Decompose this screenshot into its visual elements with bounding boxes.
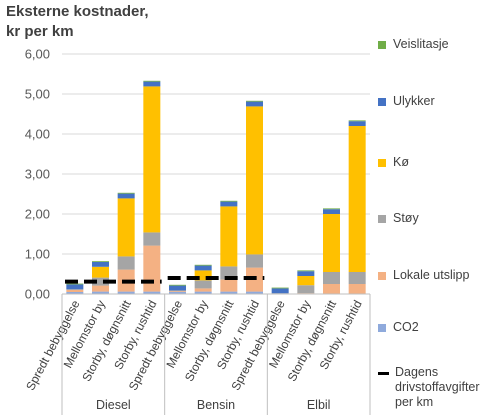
bar-segment-støy (92, 277, 109, 286)
legend-swatch (378, 159, 386, 167)
bar-segment-lokale-utslipp (323, 284, 340, 294)
legend-item: Kø (378, 155, 409, 170)
bar-segment-co2 (169, 292, 186, 294)
bar-segment-veislitasje (66, 283, 84, 285)
legend-item: CO2 (378, 320, 419, 335)
bar-segment-ulykker (220, 201, 238, 207)
bar-segment-ulykker (194, 265, 212, 271)
bar-segment-ulykker (92, 262, 109, 267)
bar-segment-støy (246, 254, 263, 268)
bar-segment-kø (220, 206, 238, 267)
bar-segment-ulykker (117, 193, 135, 199)
bar-segment-kø (143, 86, 161, 233)
bar-segment-veislitasje (271, 287, 289, 289)
bar-segment-ulykker (297, 271, 315, 276)
y-tick-label: 2,00 (25, 207, 50, 222)
bar-segment-støy (169, 290, 186, 292)
bar-segment-veislitasje (323, 208, 340, 210)
bar-segment-co2 (117, 291, 135, 294)
bar-segment-veislitasje (194, 264, 212, 266)
chart-title: Eksterne kostnader, kr per km (6, 2, 206, 42)
y-tick-label: 0,00 (25, 287, 50, 302)
y-tick-label: 6,00 (25, 47, 50, 62)
bar-segment-lokale-utslipp (194, 288, 212, 292)
legend-item: Veislitasje (378, 37, 449, 52)
chart-title-line-1: Eksterne kostnader, (6, 3, 149, 20)
bar-segment-co2 (220, 291, 238, 294)
bar-segment-kø (117, 198, 135, 257)
bar-segment-ulykker (143, 81, 161, 87)
bar-segment-co2 (246, 291, 263, 294)
bar-segment-lokale-utslipp (92, 285, 109, 292)
y-tick-label: 4,00 (25, 127, 50, 142)
bar-segment-ulykker (246, 101, 263, 107)
group-label: Diesel (96, 398, 131, 412)
bar-segment-lokale-utslipp (169, 291, 186, 292)
legend-swatch (378, 324, 386, 332)
y-tick-label: 5,00 (25, 87, 50, 102)
bar-segment-veislitasje (143, 80, 161, 82)
bar-segment-kø (348, 126, 366, 272)
legend-label: Veislitasje (393, 37, 449, 51)
bar-segment-co2 (143, 291, 161, 294)
y-tick-label: 3,00 (25, 167, 50, 182)
legend-swatch (378, 215, 386, 223)
bar-segment-ulykker (271, 288, 289, 294)
bar-segment-støy (143, 232, 161, 246)
legend-label: Lokale utslipp (393, 268, 470, 282)
bar-segment-støy (66, 289, 84, 290)
bar-segment-veislitasje (220, 200, 238, 202)
legend-item: Støy (378, 211, 419, 226)
bar-segment-co2 (194, 291, 212, 294)
bar-segment-veislitasje (92, 261, 109, 262)
bar-segment-lokale-utslipp (220, 279, 238, 292)
legend-swatch (378, 272, 386, 280)
legend-label: CO2 (393, 320, 419, 334)
legend-item: Ulykker (378, 94, 435, 109)
y-tick-label: 1,00 (25, 247, 50, 262)
bar-segment-støy (348, 272, 366, 284)
bar-segment-lokale-utslipp (66, 290, 84, 292)
bar-segment-co2 (66, 292, 84, 294)
bar-segment-lokale-utslipp (348, 284, 366, 294)
legend-label: Kø (393, 155, 409, 169)
legend-label: Støy (393, 211, 419, 225)
bar-segment-støy (323, 272, 340, 284)
legend-swatch (378, 41, 386, 49)
legend-swatch (378, 98, 386, 106)
bar-segment-kø (297, 276, 315, 286)
bar-segment-ulykker (348, 121, 366, 126)
legend-item: Dagens drivstoffavgifter per km (378, 365, 480, 410)
bar-segment-veislitasje (169, 284, 186, 286)
group-label: Bensin (197, 398, 235, 412)
bar-segment-støy (194, 280, 212, 289)
legend-label: Ulykker (393, 94, 435, 108)
bar-segment-lokale-utslipp (143, 245, 161, 292)
bar-segment-kø (323, 214, 340, 272)
bar-segment-kø (246, 106, 263, 255)
bar-segment-kø (92, 266, 109, 278)
legend-swatch (378, 372, 389, 375)
legend-label: Dagens drivstoffavgifter per km (395, 365, 480, 409)
bar-segment-ulykker (323, 209, 340, 214)
bar-segment-ulykker (169, 285, 186, 291)
bar-segment-kø (194, 270, 212, 281)
bar-segment-støy (117, 256, 135, 270)
bar-segment-veislitasje (297, 270, 315, 272)
bar-segment-veislitasje (348, 120, 366, 122)
legend-item: Lokale utslipp (378, 268, 469, 283)
bar-segment-veislitasje (246, 100, 263, 102)
bar-segment-ulykker (66, 284, 84, 290)
bar-segment-co2 (92, 291, 109, 294)
chart-title-line-2: kr per km (6, 23, 74, 40)
bar-segment-veislitasje (117, 192, 135, 194)
bar-segment-støy (297, 285, 315, 294)
group-label: Elbil (307, 398, 331, 412)
